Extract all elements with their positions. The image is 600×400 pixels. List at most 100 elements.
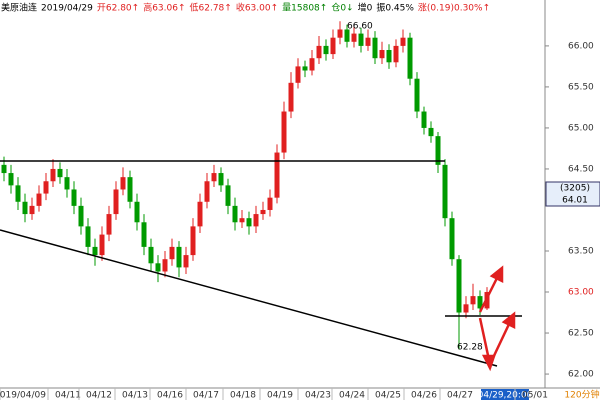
candle-body — [267, 197, 273, 210]
candle-body — [309, 58, 315, 71]
current-price-box — [545, 181, 600, 207]
current-price: 64.01 — [562, 196, 588, 206]
x-tick-label: 04/26 — [411, 391, 437, 400]
y-tick-label: 64.50 — [568, 164, 594, 174]
candle-body — [211, 173, 217, 182]
candle-body — [92, 246, 98, 256]
candle-body — [288, 82, 294, 112]
x-tick-label: 2019/04/09 — [0, 391, 46, 400]
candle-body — [99, 234, 105, 256]
candle-body — [148, 246, 154, 264]
candle-body — [470, 296, 476, 305]
header-item: 低62.78↑ — [190, 2, 232, 14]
candle-body — [239, 218, 245, 223]
header-item: 量15808↑ — [282, 3, 327, 14]
candle-body — [337, 29, 343, 38]
countdown: (3205) — [560, 184, 590, 194]
candle-body — [155, 263, 161, 272]
candle-body — [400, 37, 406, 46]
x-tick-label: 04/11 — [55, 391, 81, 400]
candle-body — [113, 189, 119, 215]
candle-body — [176, 246, 182, 268]
annotation: 66.60 — [347, 22, 373, 32]
candle-body — [379, 49, 385, 59]
candle-body — [232, 205, 238, 223]
candle-body — [127, 177, 133, 202]
candle-body — [358, 33, 364, 46]
candle-body — [260, 209, 266, 215]
candle-body — [197, 201, 203, 227]
candle-body — [393, 45, 399, 63]
candle-body — [463, 304, 469, 313]
y-tick-label: 63.00 — [568, 288, 594, 298]
y-tick-label: 63.50 — [568, 246, 594, 256]
header-item: 仓0↓ — [331, 2, 353, 14]
header: 美原油连 2019/04/29 开62.80↑ 高63.06↑ 低62.78↑ 收63.0… — [1, 2, 490, 14]
y-tick-label: 65.50 — [568, 82, 594, 92]
x-tick-label: 04/24 — [339, 391, 365, 400]
candle-body — [78, 205, 84, 227]
candle-body — [36, 193, 42, 206]
candle-body — [134, 201, 140, 223]
header-item: 收63.00↑ — [236, 2, 278, 14]
candle-body — [50, 168, 56, 182]
x-tick-label: 04/25 — [375, 391, 401, 400]
candle-body — [43, 181, 49, 194]
candle-body — [365, 37, 371, 46]
y-tick-label: 62.00 — [568, 370, 594, 380]
candle-body — [323, 45, 329, 55]
candle-body — [477, 296, 483, 309]
candle-body — [15, 185, 21, 202]
y-tick-label: 66.00 — [568, 41, 594, 51]
plot — [1, 21, 490, 350]
y-tick-label: 65.00 — [568, 123, 594, 133]
candle-body — [274, 152, 280, 198]
x-tick-label: 04/17 — [193, 391, 219, 400]
header-item: 涨(0.19)0.30%↑ — [418, 3, 490, 14]
candle-body — [407, 37, 413, 79]
x-tick-label: 04/12 — [86, 391, 112, 400]
x-tick-label: 04/19 — [267, 391, 293, 400]
candle-body — [428, 127, 434, 137]
period: 120分钟 — [564, 389, 599, 400]
candle-body — [1, 164, 7, 174]
candle-body — [85, 226, 91, 247]
candle-body — [372, 37, 378, 59]
candle-body — [190, 226, 196, 256]
candle-body — [316, 45, 322, 59]
x-tick-label: 04/16 — [157, 391, 183, 400]
x-tick-label: 04/18 — [230, 391, 256, 400]
current-time-box — [481, 389, 529, 400]
header-item: 增0 — [358, 2, 373, 14]
candle-body — [435, 136, 441, 165]
candle-body — [253, 214, 259, 227]
header-item: 美原油连 — [1, 2, 37, 14]
candle-body — [295, 66, 301, 83]
candle-body — [141, 222, 147, 247]
candle-body — [71, 189, 77, 206]
candle-body — [351, 33, 357, 42]
candle-body — [442, 164, 448, 219]
x-tick-label: 04/23 — [305, 391, 331, 400]
candle-body — [414, 78, 420, 112]
header-item: 开62.80↑ — [97, 3, 139, 14]
candle-body — [281, 111, 287, 153]
candle-body — [456, 259, 462, 313]
candle-body — [29, 205, 35, 215]
candle-body — [8, 173, 14, 186]
header-item: 振0.45% — [376, 2, 414, 14]
x-tick-label: 04/27 — [447, 391, 473, 400]
y-tick-label: 62.50 — [568, 329, 594, 339]
annotation: 62.28 — [457, 343, 483, 353]
x-tick-label: 04/13 — [122, 391, 148, 400]
candle-body — [225, 185, 231, 206]
candle-body — [106, 214, 112, 235]
candle-body — [169, 246, 175, 260]
candle-body — [183, 255, 189, 268]
candle-body — [330, 37, 336, 55]
candle-body — [218, 173, 224, 186]
candle-body — [344, 29, 350, 42]
x-tick-label: 05/01 — [522, 391, 548, 400]
